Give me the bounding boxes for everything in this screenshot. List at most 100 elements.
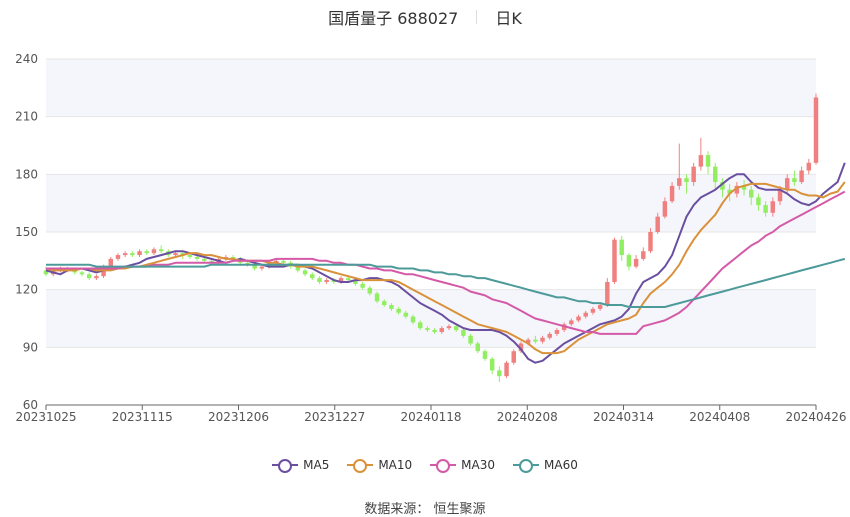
candle-body	[346, 278, 351, 281]
legend-item-ma10[interactable]: MA10	[347, 458, 413, 473]
candle-body	[641, 251, 646, 259]
candle-body	[806, 162, 812, 171]
candle-body	[590, 308, 596, 313]
legend-item-ma5[interactable]: MA5	[272, 458, 329, 473]
x-tick-label: 20240426	[785, 410, 846, 424]
legend-swatch	[430, 458, 457, 473]
candle-body	[187, 255, 193, 257]
candle-body	[756, 197, 761, 206]
legend-label: MA30	[461, 458, 496, 472]
legend-item-ma30[interactable]: MA30	[430, 458, 496, 473]
candle-body	[202, 258, 207, 261]
grid-band	[46, 174, 816, 232]
candle-body	[784, 178, 790, 190]
candle-body	[108, 258, 113, 267]
legend-swatch	[272, 458, 299, 473]
candle-body	[130, 253, 135, 256]
candle-body	[317, 278, 322, 282]
candle-body	[374, 293, 380, 302]
y-tick-label: 210	[15, 110, 38, 124]
legend: MA5 MA10 MA30 MA60	[0, 458, 850, 473]
chart-title: 国盾量子 688027 日K	[0, 6, 850, 28]
x-tick-label: 20231227	[304, 410, 365, 424]
candle-body	[533, 339, 538, 342]
candle-body	[482, 351, 488, 359]
candle-body	[648, 232, 653, 252]
candle-body	[547, 333, 552, 338]
candle-body	[569, 320, 574, 325]
ma-line-ma60	[46, 257, 846, 308]
title-separator	[476, 10, 478, 24]
candle-body	[468, 335, 473, 344]
legend-swatch	[513, 458, 540, 473]
candle-body	[597, 305, 603, 309]
candle-body	[158, 249, 164, 252]
candle-body	[583, 312, 588, 317]
candle-body	[302, 270, 308, 275]
candle-body	[662, 201, 668, 217]
candle-body	[295, 266, 301, 271]
candle-body	[727, 189, 732, 194]
legend-label: MA10	[378, 458, 413, 472]
candle-body	[310, 274, 315, 279]
candle-body	[252, 264, 257, 269]
legend-item-ma60[interactable]: MA60	[513, 458, 578, 473]
candle-body	[122, 253, 128, 256]
candle-body	[792, 178, 797, 183]
candle-body	[770, 201, 776, 213]
y-tick-label: 180	[15, 167, 38, 181]
candle-body	[151, 249, 157, 254]
y-tick-label: 90	[23, 340, 38, 354]
candle-body	[799, 170, 804, 183]
y-tick-label: 120	[15, 283, 38, 297]
candle-body	[518, 343, 524, 352]
candle-body	[410, 316, 416, 323]
candle-body	[432, 330, 437, 332]
candle-body	[281, 260, 286, 263]
candle-body	[698, 155, 704, 167]
candle-body	[403, 312, 409, 317]
ma-line-ma30	[46, 190, 846, 335]
x-tick-label: 20240408	[689, 410, 750, 424]
data-source: 数据来源： 恒生聚源	[364, 502, 486, 517]
legend-swatch-circle	[353, 459, 368, 473]
candle-body	[489, 358, 495, 371]
candle-body	[525, 339, 531, 344]
candle-body	[209, 260, 214, 263]
candle-body	[813, 97, 819, 163]
candle-body	[43, 270, 49, 275]
legend-swatch-circle	[436, 459, 451, 473]
legend-swatch-circle	[519, 459, 534, 473]
candle-body	[115, 255, 121, 259]
x-tick-label: 20240314	[593, 410, 654, 424]
x-tick-label: 20240118	[400, 410, 461, 424]
candle-body	[475, 343, 481, 352]
legend-label: MA60	[544, 458, 578, 472]
candle-body	[605, 281, 610, 306]
legend-swatch-circle	[278, 459, 293, 473]
candle-body	[619, 239, 624, 256]
candle-body	[554, 330, 560, 334]
candle-body	[173, 253, 178, 256]
x-tick-label: 20231206	[208, 410, 269, 424]
candle-body	[677, 178, 682, 186]
candle-body	[720, 182, 725, 190]
candle-body	[497, 370, 502, 377]
candle-body	[655, 216, 660, 232]
period-label: 日K	[495, 9, 522, 28]
candle-body	[777, 189, 783, 202]
candle-body	[453, 326, 459, 331]
y-tick-label: 60	[23, 398, 38, 412]
candle-body	[576, 316, 581, 321]
candle-body	[137, 251, 142, 256]
candle-body	[396, 308, 401, 313]
candle-body	[144, 251, 149, 254]
candle-body	[540, 337, 545, 342]
candle-body	[511, 351, 516, 363]
stock-name: 国盾量子 688027	[328, 9, 459, 28]
candle-body	[72, 270, 78, 273]
candle-body	[381, 301, 387, 306]
candle-body	[367, 287, 373, 294]
candle-body	[749, 189, 754, 198]
